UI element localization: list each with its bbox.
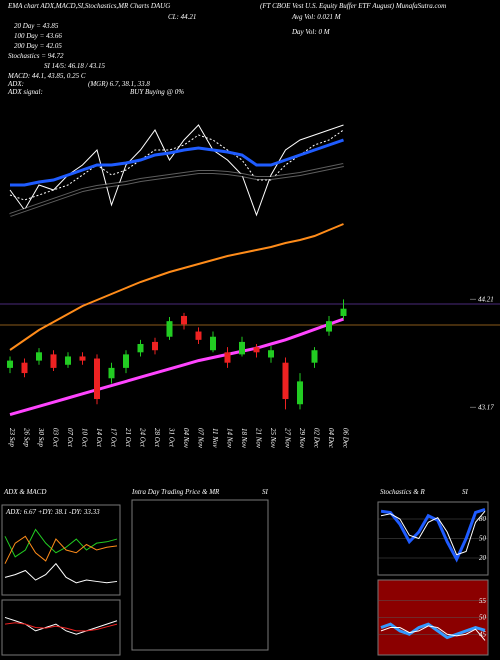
candle-body: [152, 341, 158, 351]
annotation: ADX: 6.67 +DY: 38.1 -DY: 33.33: [5, 508, 100, 516]
y-tick-label: 50: [479, 614, 487, 622]
candle-body: [7, 360, 13, 368]
x-tick-label: 21 Oct: [124, 428, 132, 448]
candle-body: [94, 358, 100, 400]
candle-body: [239, 341, 245, 355]
y-tick-label: 43.17: [478, 403, 494, 411]
candle-body: [311, 350, 318, 363]
x-tick-label: 14 Nov: [226, 428, 234, 449]
series-line: [4, 528, 118, 558]
candle-body: [21, 362, 28, 374]
y-tick-label: 45: [479, 630, 487, 638]
series-line: [9, 164, 344, 216]
line-halo: [9, 163, 344, 217]
x-tick-label: 24 Oct: [139, 428, 147, 448]
x-tick-label: 11 Nov: [211, 428, 219, 448]
annotation: CL: 44.21: [168, 13, 196, 21]
series-line: [9, 124, 344, 217]
panel-title: Intra Day Trading Price & MR: [131, 488, 220, 496]
x-tick-label: 07 Oct: [66, 428, 74, 448]
x-tick-label: 29 Nov: [298, 428, 306, 449]
annotation: (MGR) 6.7, 38.1, 33.8: [88, 80, 150, 88]
candle-body: [137, 344, 144, 353]
candle-body: [210, 336, 216, 351]
x-tick-label: 14 Oct: [95, 428, 103, 448]
x-tick-label: 25 Nov: [269, 428, 277, 449]
y-tick-label: 80: [479, 515, 487, 523]
candle-body: [36, 352, 42, 361]
y-tick-label: 55: [479, 597, 487, 605]
series-line: [9, 223, 344, 351]
candle-body: [65, 356, 71, 365]
annotation: 20 Day = 43.85: [14, 22, 59, 30]
chart-title: EMA chart ADX,MACD,SI,Stochastics,MR Cha…: [7, 2, 170, 10]
y-tick-label: 50: [479, 535, 487, 543]
series-line: [10, 138, 344, 187]
x-tick-label: 23 Sep: [8, 428, 16, 447]
annotation: 100 Day = 43.66: [14, 32, 62, 40]
candle-body: [297, 381, 303, 405]
x-tick-label: 07 Nov: [197, 428, 205, 449]
annotation: Day Vol: 0 M: [291, 28, 331, 36]
candle-body: [253, 347, 260, 353]
x-tick-label: 02 Dec: [313, 428, 321, 449]
x-tick-label: 03 Oct: [52, 428, 60, 448]
candle-body: [340, 308, 347, 316]
series-line: [4, 622, 118, 632]
x-tick-label: 10 Oct: [81, 428, 89, 448]
series-line: [380, 622, 486, 640]
panel: [131, 499, 269, 651]
chart-subtitle: (FT CBOE Vest U.S. Equity Buffer ETF Aug…: [260, 2, 446, 10]
x-tick-label: 28 Oct: [153, 428, 161, 448]
series-line: [380, 625, 486, 641]
series-line: [4, 562, 118, 584]
annotation: Stochastics = 94.72: [8, 52, 64, 60]
y-tick-label: 44.21: [478, 295, 494, 303]
x-tick-label: 21 Nov: [255, 428, 263, 449]
candle-body: [224, 352, 231, 363]
annotation: 200 Day = 42.05: [14, 42, 62, 50]
candle-body: [195, 331, 202, 340]
x-tick-label: 04 Dec: [327, 428, 335, 449]
annotation: SI 14/5: 46.18 / 43.15: [44, 62, 106, 70]
x-tick-label: 30 Sep: [37, 427, 45, 447]
candle-body: [326, 321, 332, 332]
annotation: BUY Buying @ 0%: [130, 88, 184, 96]
series-line: [380, 510, 486, 556]
x-tick-label: 26 Sep: [23, 428, 31, 447]
panel-subtitle: SI: [462, 488, 469, 496]
annotation: Avg Vol: 0.021 M: [291, 13, 342, 21]
panel-subtitle: SI: [262, 488, 269, 496]
candle-body: [108, 367, 115, 379]
series-line: [9, 317, 345, 417]
x-tick-label: 18 Nov: [240, 428, 248, 449]
candle-body: [50, 354, 57, 368]
series-line: [380, 508, 486, 563]
panel-title: ADX & MACD: [3, 488, 46, 496]
x-tick-label: 27 Nov: [284, 428, 292, 449]
annotation: ADX signal:: [7, 88, 43, 96]
series-line: [4, 535, 118, 564]
annotation: MACD: 44.1, 43.85, 0.25 C: [7, 72, 86, 80]
candle-body: [166, 321, 173, 337]
x-tick-label: 17 Oct: [110, 428, 118, 448]
candle-body: [79, 356, 86, 361]
candle-body: [181, 315, 187, 325]
y-tick-label: 20: [479, 554, 487, 562]
candle-body: [268, 350, 274, 358]
series-line: [9, 129, 344, 201]
x-tick-label: 04 Nov: [182, 428, 190, 449]
x-tick-label: 31 Oct: [168, 427, 176, 448]
annotation: ADX:: [7, 80, 24, 88]
candle-body: [123, 354, 129, 368]
x-tick-label: 06 Dec: [342, 428, 350, 449]
panel-title: Stochastics & R: [380, 488, 425, 496]
candle-body: [282, 362, 289, 400]
